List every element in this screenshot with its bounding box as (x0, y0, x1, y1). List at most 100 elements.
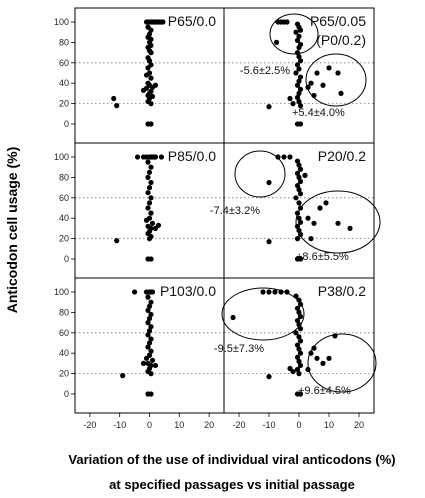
y-tick-label: 80 (59, 37, 69, 47)
panel-label-line-2: (P0/0.2) (316, 32, 366, 48)
data-point (297, 338, 304, 344)
y-tick-label: 0 (64, 119, 69, 129)
data-point (297, 231, 304, 238)
data-point (302, 172, 308, 178)
shift-annotation: +9.6±4.5% (298, 385, 351, 397)
data-point (317, 205, 323, 211)
data-point (297, 74, 304, 80)
data-point (297, 256, 304, 262)
data-point (114, 238, 120, 244)
data-point (132, 289, 138, 295)
data-point (314, 70, 320, 76)
data-point (296, 162, 302, 168)
data-point (297, 326, 304, 332)
panel-label: P65/0.05 (310, 13, 366, 29)
data-point (266, 289, 272, 295)
x-tick-label: 10 (324, 420, 334, 430)
y-tick-label: 40 (59, 78, 69, 88)
data-point (145, 344, 151, 350)
data-point (149, 220, 156, 226)
shift-annotation: +8.6±5.5% (296, 251, 349, 263)
cluster-ellipse (295, 190, 381, 254)
data-point (158, 154, 165, 160)
data-point (145, 65, 151, 71)
x-tick-label: -20 (83, 420, 96, 430)
data-point (148, 164, 154, 170)
y-tick-label: 20 (59, 369, 69, 379)
data-point (296, 33, 302, 39)
data-point (134, 154, 141, 160)
data-point (143, 355, 150, 361)
y-tick-label: 60 (59, 193, 69, 203)
data-point (338, 90, 344, 96)
data-point (294, 94, 301, 101)
y-axis-label: Anticodon cell usage (%) (4, 147, 20, 313)
y-tick-label: 100 (54, 287, 69, 297)
data-point (145, 205, 151, 211)
cluster-ellipse (307, 333, 377, 393)
y-tick-label: 0 (64, 389, 69, 399)
data-point (311, 345, 317, 351)
data-point (320, 82, 326, 88)
data-point (146, 328, 153, 334)
data-point (296, 346, 302, 352)
data-point (296, 297, 302, 303)
data-point (149, 357, 156, 363)
y-tick-label: 20 (59, 234, 69, 244)
data-point (148, 121, 154, 127)
y-tick-label: 40 (59, 348, 69, 358)
data-point (314, 355, 320, 361)
data-point (297, 350, 304, 356)
frame-layer (71, 7, 375, 417)
data-point (145, 320, 151, 326)
data-point (296, 98, 302, 105)
data-point (273, 39, 280, 46)
data-point (297, 121, 304, 127)
data-point (296, 174, 302, 180)
data-point (294, 50, 301, 56)
y-tick-label: 80 (59, 307, 69, 317)
data-point (146, 169, 153, 175)
data-point (114, 103, 120, 109)
cluster-ellipse (269, 13, 319, 55)
panel-label: P103/0.0 (160, 283, 216, 299)
x-tick-label: 0 (147, 420, 152, 430)
data-point (148, 179, 154, 186)
data-point (272, 289, 278, 295)
data-point (296, 358, 302, 364)
panel-label: P85/0.0 (168, 148, 216, 164)
data-point (296, 54, 302, 60)
data-point (146, 303, 153, 309)
data-point (296, 371, 302, 377)
data-point (145, 294, 151, 300)
data-point (297, 219, 304, 225)
data-point (284, 19, 290, 25)
data-point (148, 299, 154, 305)
data-point (308, 236, 314, 242)
data-point (296, 187, 302, 193)
data-point (148, 75, 154, 81)
data-point (323, 200, 329, 206)
data-point (146, 200, 153, 206)
shift-annotation: -7.4±3.2% (210, 205, 260, 217)
data-point (266, 179, 272, 186)
data-point (146, 185, 153, 191)
data-point (297, 178, 304, 185)
data-point (287, 154, 293, 160)
point-layer (111, 19, 353, 397)
x-tick-label: -10 (113, 420, 126, 430)
data-point (140, 360, 147, 366)
data-point (294, 317, 301, 324)
x-tick-label: 20 (204, 420, 214, 430)
data-point (326, 65, 332, 71)
data-point (293, 70, 299, 76)
x-tick-label: -20 (232, 420, 245, 430)
data-point (293, 29, 299, 35)
data-point (290, 101, 296, 107)
cluster-ellipse (234, 150, 286, 198)
data-point (146, 236, 153, 242)
data-point (284, 289, 290, 295)
data-point (281, 154, 287, 160)
data-point (148, 195, 154, 201)
